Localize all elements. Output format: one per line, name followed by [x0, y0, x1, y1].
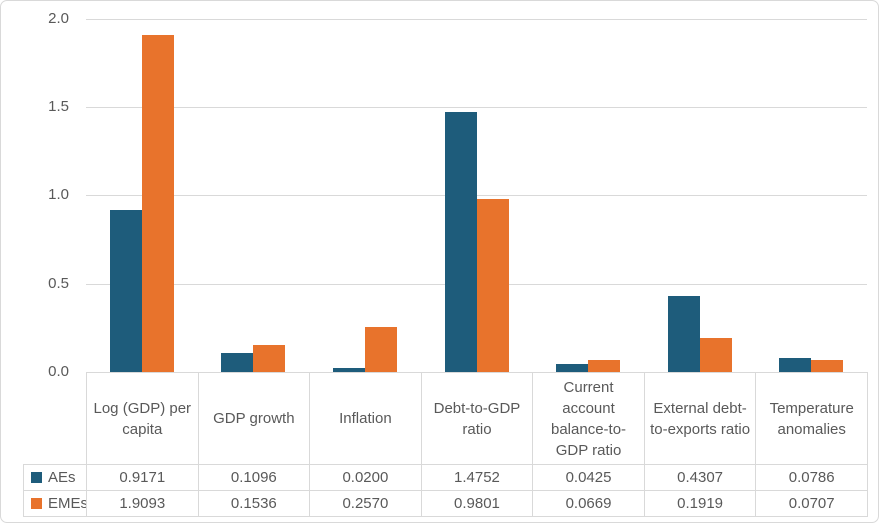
- emes-legend-swatch-icon: [31, 498, 42, 509]
- value-cell: 0.0786: [755, 464, 868, 491]
- aes-legend-label: AEs: [48, 469, 76, 486]
- table-corner-blank: [24, 373, 87, 465]
- category-header: External debt-to-exports ratio: [643, 372, 757, 465]
- value-cell: 0.2570: [309, 490, 422, 517]
- bar-aes-0: [110, 210, 142, 372]
- legend-item-emes: EMEs: [23, 490, 87, 517]
- bar-emes-3: [477, 199, 509, 372]
- y-tick-label-1-0: 1.0: [48, 186, 69, 203]
- value-cell: 0.0707: [755, 490, 868, 517]
- category-header: Inflation: [309, 372, 422, 465]
- legend-item-aes: AEs: [23, 464, 87, 491]
- y-tick-label-1-5: 1.5: [48, 98, 69, 115]
- category-header: Log (GDP) per capita: [86, 372, 199, 465]
- bar-aes-4: [556, 364, 588, 372]
- bar-aes-6: [779, 358, 811, 372]
- bar-emes-0: [142, 35, 174, 372]
- category-header: Current account balance-to-GDP ratio: [532, 372, 645, 465]
- bar-emes-5: [700, 338, 732, 372]
- value-cell: 0.4307: [643, 464, 757, 491]
- series-row-aes: AEs 0.9171 0.1096 0.0200 1.4752 0.0425 0…: [23, 464, 868, 491]
- bar-emes-4: [588, 360, 620, 372]
- value-cell: 0.9171: [86, 464, 199, 491]
- bar-emes-6: [811, 360, 843, 372]
- bar-aes-1: [221, 353, 253, 372]
- bar-aes-5: [668, 296, 700, 372]
- bar-aes-3: [445, 112, 477, 372]
- series-row-emes: EMEs 1.9093 0.1536 0.2570 0.9801 0.0669 …: [23, 490, 868, 517]
- value-cell: 0.0200: [309, 464, 422, 491]
- value-cell: 0.0669: [532, 490, 645, 517]
- gridline-1-5: [86, 107, 867, 108]
- y-tick-label-2-0: 2.0: [48, 10, 69, 27]
- bar-emes-2: [365, 327, 397, 372]
- y-tick-label-0-0: 0.0: [48, 363, 69, 380]
- value-cell: 1.9093: [86, 490, 199, 517]
- value-cell: 0.0425: [532, 464, 645, 491]
- value-cell: 0.1536: [197, 490, 311, 517]
- category-header: Debt-to-GDP ratio: [420, 372, 534, 465]
- category-header-row: Log (GDP) per capita GDP growth Inflatio…: [24, 372, 868, 465]
- bar-aes-2: [333, 368, 365, 372]
- value-cell: 1.4752: [420, 464, 534, 491]
- category-header: Temperature anomalies: [755, 372, 868, 465]
- value-cell: 0.9801: [420, 490, 534, 517]
- data-table: Log (GDP) per capita GDP growth Inflatio…: [23, 372, 868, 517]
- aes-legend-swatch-icon: [31, 472, 42, 483]
- y-tick-label-0-5: 0.5: [48, 275, 69, 292]
- bar-emes-1: [253, 345, 285, 372]
- category-header: GDP growth: [197, 372, 311, 465]
- value-cell: 0.1096: [197, 464, 311, 491]
- value-cell: 0.1919: [643, 490, 757, 517]
- gridline-2-0: [86, 19, 867, 20]
- emes-legend-label: EMEs: [48, 495, 87, 512]
